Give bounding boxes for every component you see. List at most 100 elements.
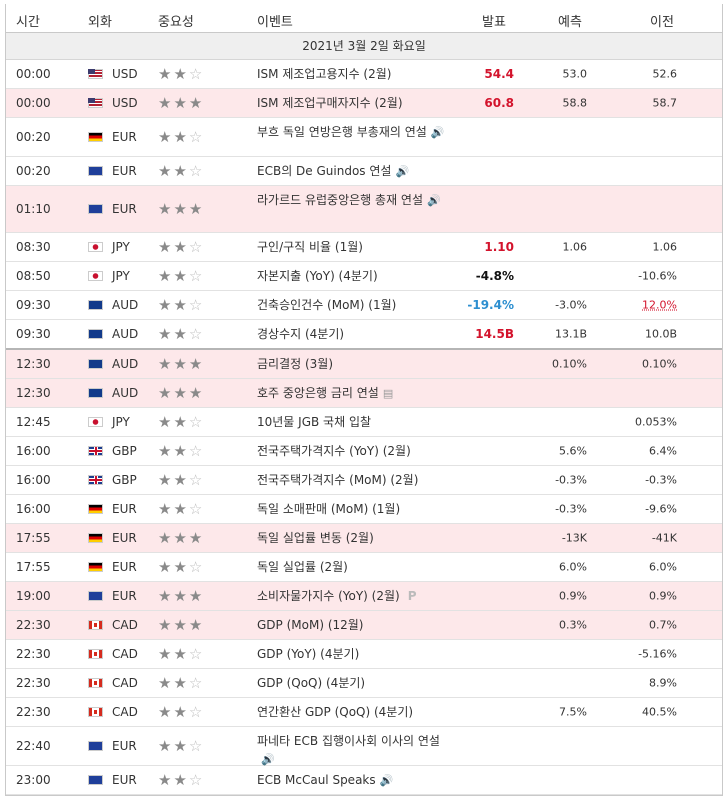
event-label[interactable]: ISM 제조업고용지수 (2월) [257,67,392,81]
table-row[interactable]: 00:00 USD ★★★ ISM 제조업구매자지수 (2월) 60.8 58.8 58.7 [6,89,722,118]
event-label[interactable]: 독일 실업률 (2월) [257,560,348,574]
table-row[interactable]: 08:50 JPY ★★☆ 자본지출 (YoY) (4분기) -4.8% -10.6% [6,262,722,291]
event-name[interactable]: 소비자물가지수 (YoY) (2월) P [257,587,453,605]
star-filled-icon: ★ [173,737,189,755]
table-row[interactable]: 00:00 USD ★★☆ ISM 제조업고용지수 (2월) 54.4 53.0 52.6 [6,60,722,89]
jpy-flag-icon [88,242,103,252]
header-time[interactable]: 시간 [16,15,40,30]
star-filled-icon: ★ [173,500,189,518]
table-row[interactable]: 12:30 AUD ★★★ 호주 중앙은행 금리 연설 ▤ [6,379,722,408]
table-row[interactable]: 12:30 AUD ★★★ 금리결정 (3월) 0.10% 0.10% [6,350,722,379]
event-name[interactable]: 전국주택가격지수 (MoM) (2월) [257,471,453,489]
event-time: 17:55 [16,560,51,574]
speaker-icon[interactable]: 🔊 [427,194,441,207]
event-label[interactable]: 라가르드 유럽중앙은행 총재 연설 [257,193,424,207]
star-filled-icon: ★ [173,529,189,547]
event-label[interactable]: 연간환산 GDP (QoQ) (4분기) [257,705,414,719]
table-row[interactable]: 16:00 GBP ★★☆ 전국주택가격지수 (MoM) (2월) -0.3% -0.3% [6,466,722,495]
event-label[interactable]: 소비자물가지수 (YoY) (2월) [257,589,400,603]
event-name[interactable]: 부흐 독일 연방은행 부총재의 연설 🔊 [257,123,453,142]
speaker-icon[interactable]: 🔊 [379,774,394,787]
event-name[interactable]: ISM 제조업구매자지수 (2월) [257,94,453,112]
table-row[interactable]: 09:30 AUD ★★☆ 경상수지 (4분기) 14.5B 13.1B 10.0B [6,320,722,350]
event-label[interactable]: 호주 중앙은행 금리 연설 [257,386,379,400]
document-icon[interactable]: ▤ [382,387,394,400]
event-name[interactable]: 10년물 JGB 국채 입찰 [257,413,453,431]
table-row[interactable]: 22:30 CAD ★★☆ GDP (QoQ) (4분기) 8.9% [6,669,722,698]
forecast-value: 13.1B [554,327,587,341]
table-row[interactable]: 22:30 CAD ★★★ GDP (MoM) (12월) 0.3% 0.7% [6,611,722,640]
event-label[interactable]: GDP (MoM) (12월) [257,618,364,632]
header-currency[interactable]: 외화 [88,15,112,30]
event-name[interactable]: GDP (QoQ) (4분기) [257,674,453,692]
table-row[interactable]: 09:30 AUD ★★☆ 건축승인건수 (MoM) (1월) -19.4% -3.0% 1… [6,291,722,320]
speaker-icon[interactable]: 🔊 [395,165,410,178]
event-name[interactable]: 금리결정 (3월) [257,355,453,373]
importance-stars: ★★☆ [158,267,204,285]
event-name[interactable]: 라가르드 유럽중앙은행 총재 연설 🔊 [257,191,453,210]
event-label[interactable]: 파네타 ECB 집행이사회 이사의 연설 [257,734,440,748]
event-name[interactable]: ECB McCaul Speaks 🔊 [257,771,453,790]
speaker-icon[interactable]: 🔊 [261,753,275,766]
event-label[interactable]: 독일 소매판매 (MoM) (1월) [257,502,401,516]
event-name[interactable]: GDP (MoM) (12월) [257,616,453,634]
event-label[interactable]: ISM 제조업구매자지수 (2월) [257,96,403,110]
table-row[interactable]: 00:20 EUR ★★☆ ECB의 De Guindos 연설 🔊 [6,157,722,186]
table-row[interactable]: 22:30 CAD ★★☆ GDP (YoY) (4분기) -5.16% [6,640,722,669]
currency-code: AUD [112,357,139,371]
event-name[interactable]: 독일 실업률 (2월) [257,558,453,576]
table-row[interactable]: 16:00 GBP ★★☆ 전국주택가격지수 (YoY) (2월) 5.6% 6.4% [6,437,722,466]
event-name[interactable]: 자본지출 (YoY) (4분기) [257,267,453,285]
table-row[interactable]: 22:30 CAD ★★☆ 연간환산 GDP (QoQ) (4분기) 7.5% 40.5% [6,698,722,727]
speaker-icon[interactable]: 🔊 [430,126,445,139]
event-name[interactable]: ECB의 De Guindos 연설 🔊 [257,162,453,181]
event-label[interactable]: 자본지출 (YoY) (4분기) [257,269,378,283]
star-filled-icon: ★ [188,384,205,402]
table-row[interactable]: 01:10 EUR ★★★ 라가르드 유럽중앙은행 총재 연설 🔊 [6,186,722,233]
header-previous[interactable]: 이전 [650,15,674,30]
table-row[interactable]: 12:45 JPY ★★☆ 10년물 JGB 국채 입찰 0.053% [6,408,722,437]
event-label[interactable]: 전국주택가격지수 (MoM) (2월) [257,473,419,487]
table-row[interactable]: 00:20 EUR ★★☆ 부흐 독일 연방은행 부총재의 연설 🔊 [6,118,722,157]
table-row[interactable]: 19:00 EUR ★★★ 소비자물가지수 (YoY) (2월) P 0.9% 0.9% [6,582,722,611]
event-name[interactable]: ISM 제조업고용지수 (2월) [257,65,453,83]
star-empty-icon: ☆ [188,674,205,692]
event-label[interactable]: 부흐 독일 연방은행 부총재의 연설 [257,125,427,139]
event-name[interactable]: 독일 실업률 변동 (2월) [257,529,453,547]
event-label[interactable]: ECB McCaul Speaks [257,773,376,787]
event-label[interactable]: 금리결정 (3월) [257,357,334,371]
event-label[interactable]: 10년물 JGB 국채 입찰 [257,415,372,429]
header-forecast[interactable]: 예측 [558,15,582,30]
table-row[interactable]: 17:55 EUR ★★☆ 독일 실업률 (2월) 6.0% 6.0% [6,553,722,582]
event-name[interactable]: 건축승인건수 (MoM) (1월) [257,296,453,314]
event-name[interactable]: 경상수지 (4분기) [257,325,453,343]
event-label[interactable]: 건축승인건수 (MoM) (1월) [257,298,397,312]
table-row[interactable]: 23:00 EUR ★★☆ ECB McCaul Speaks 🔊 [6,766,722,795]
event-time: 12:30 [16,357,51,371]
table-row[interactable]: 17:55 EUR ★★★ 독일 실업률 변동 (2월) -13K -41K [6,524,722,553]
event-name[interactable]: 독일 소매판매 (MoM) (1월) [257,500,453,518]
event-label[interactable]: 전국주택가격지수 (YoY) (2월) [257,444,411,458]
cad-flag-icon [88,649,103,659]
event-label[interactable]: GDP (YoY) (4분기) [257,647,360,661]
event-name[interactable]: 연간환산 GDP (QoQ) (4분기) [257,703,453,721]
table-row[interactable]: 08:30 JPY ★★☆ 구인/구직 비율 (1월) 1.10 1.06 1.06 [6,233,722,262]
event-rows: 00:00 USD ★★☆ ISM 제조업고용지수 (2월) 54.4 53.0 52.6 0… [6,60,722,795]
date-band: 2021년 3월 2일 화요일 [6,33,722,60]
header-actual[interactable]: 발표 [482,15,506,30]
event-label[interactable]: ECB의 De Guindos 연설 [257,164,392,178]
event-name[interactable]: 구인/구직 비율 (1월) [257,238,453,256]
event-name[interactable]: 전국주택가격지수 (YoY) (2월) [257,442,453,460]
event-name[interactable]: 호주 중앙은행 금리 연설 ▤ [257,384,453,403]
table-row[interactable]: 22:40 EUR ★★☆ 파네타 ECB 집행이사회 이사의 연설🔊 [6,727,722,766]
preliminary-p-icon[interactable]: P [407,589,417,603]
event-label[interactable]: GDP (QoQ) (4분기) [257,676,366,690]
table-row[interactable]: 16:00 EUR ★★☆ 독일 소매판매 (MoM) (1월) -0.3% -9.6% [6,495,722,524]
event-label[interactable]: 독일 실업률 변동 (2월) [257,531,374,545]
header-event[interactable]: 이벤트 [257,15,293,30]
event-name[interactable]: GDP (YoY) (4분기) [257,645,453,663]
event-label[interactable]: 구인/구직 비율 (1월) [257,240,363,254]
event-name[interactable]: 파네타 ECB 집행이사회 이사의 연설 🔊 [257,732,453,769]
header-importance[interactable]: 중요성 [158,15,194,30]
event-label[interactable]: 경상수지 (4분기) [257,327,345,341]
